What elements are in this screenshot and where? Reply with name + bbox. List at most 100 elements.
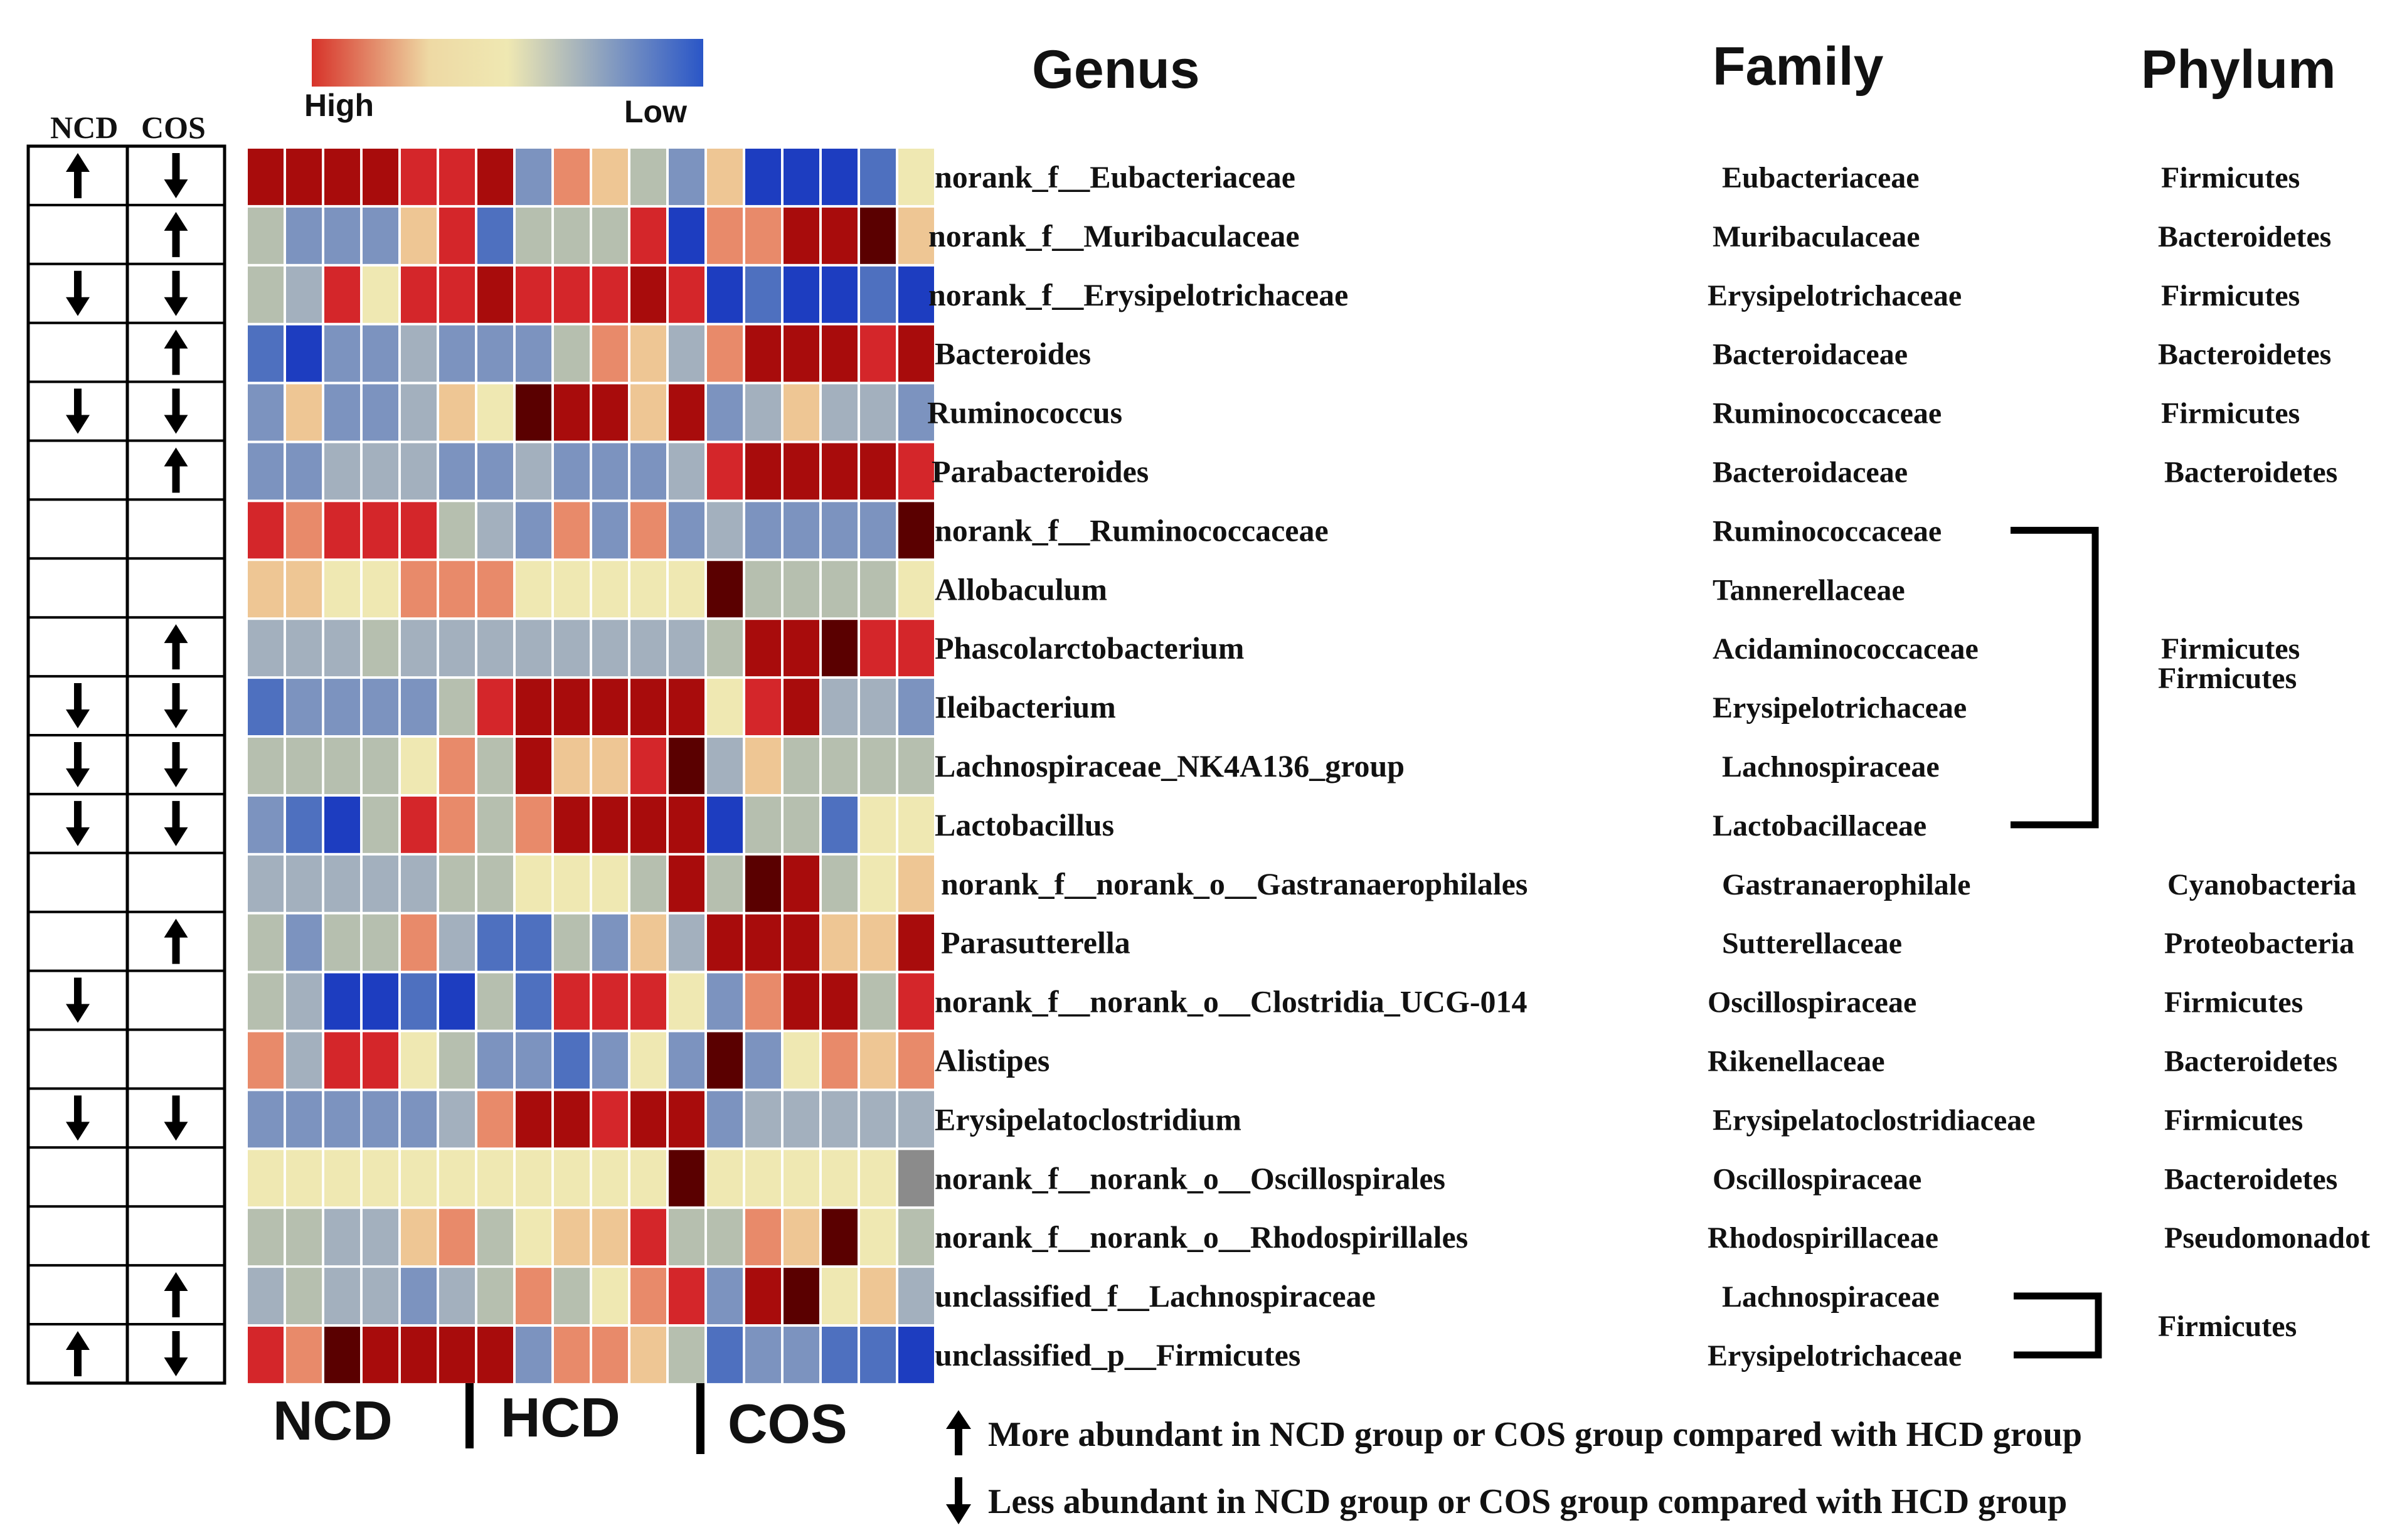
- heatmap-cell: [401, 443, 437, 500]
- heatmap-cell: [248, 384, 284, 441]
- heatmap-cell: [554, 502, 590, 559]
- heatmap-cell: [592, 738, 628, 794]
- up-arrow-icon: [164, 918, 188, 964]
- heatmap-cell: [784, 620, 819, 677]
- heatmap-cell: [669, 149, 704, 205]
- heatmap-cell: [248, 443, 284, 500]
- heatmap-cell: [669, 443, 704, 500]
- heatmap-cell: [592, 1327, 628, 1383]
- heatmap-cell: [707, 620, 743, 677]
- heatmap-cell: [516, 1150, 551, 1207]
- heatmap-cell: [822, 738, 858, 794]
- heatmap-cell: [784, 149, 819, 205]
- heatmap-cell: [630, 1091, 666, 1148]
- heatmap-cell: [401, 1091, 437, 1148]
- heatmap-cell: [286, 1209, 322, 1266]
- heatmap-cell: [401, 738, 437, 794]
- family-label: Muribaculaceae: [1713, 220, 1920, 253]
- heatmap-cell: [324, 266, 360, 323]
- heatmap-cell: [707, 207, 743, 264]
- heatmap-cell: [745, 502, 781, 559]
- heatmap-cell: [324, 679, 360, 735]
- heatmap-grid: [245, 146, 937, 1386]
- heatmap-cell: [248, 1091, 284, 1148]
- genus-label: Lactobacillus: [935, 807, 1114, 842]
- heatmap-cell: [324, 149, 360, 205]
- heatmap-cell: [477, 1327, 513, 1383]
- up-arrow-icon: [946, 1410, 971, 1455]
- phylum-label: Cyanobacteria: [2167, 868, 2356, 901]
- heatmap-cell: [554, 1032, 590, 1089]
- heatmap-cell: [363, 1209, 398, 1266]
- heatmap-cell: [822, 1150, 858, 1207]
- heatmap-cell: [439, 620, 475, 677]
- genus-label: Bacteroides: [935, 336, 1091, 371]
- heatmap-cell: [439, 1209, 475, 1266]
- heatmap-cell: [324, 1150, 360, 1207]
- heatmap-cell: [554, 207, 590, 264]
- heatmap-cell: [860, 1209, 896, 1266]
- heatmap-cell: [592, 325, 628, 382]
- heatmap-cell: [784, 914, 819, 971]
- phylum-label: Proteobacteria: [2164, 927, 2354, 960]
- heatmap-cell: [439, 266, 475, 323]
- heatmap-cell: [477, 914, 513, 971]
- heatmap-cell: [898, 1209, 934, 1266]
- heatmap-cell: [745, 1209, 781, 1266]
- heatmap-cell: [630, 443, 666, 500]
- up-arrow-icon: [164, 447, 188, 493]
- heatmap-cell: [630, 796, 666, 853]
- heatmap-cell: [784, 855, 819, 912]
- down-arrow-icon: [66, 1095, 90, 1141]
- heatmap-cell: [554, 443, 590, 500]
- heatmap-cell: [592, 620, 628, 677]
- genus-label: norank_f__norank_o__Clostridia_UCG-014: [935, 984, 1528, 1019]
- heatmap-cell: [822, 620, 858, 677]
- heatmap-cell: [745, 796, 781, 853]
- heatmap-cell: [898, 796, 934, 853]
- heatmap-cell: [860, 561, 896, 618]
- heatmap-cell: [363, 620, 398, 677]
- heatmap-cell: [439, 561, 475, 618]
- heatmap-cell: [286, 1091, 322, 1148]
- heatmap-cell: [401, 1150, 437, 1207]
- heatmap-cell: [822, 266, 858, 323]
- heatmap-cell: [477, 561, 513, 618]
- heatmap-cell: [248, 796, 284, 853]
- heatmap-cell: [898, 149, 934, 205]
- heatmap-cell: [592, 384, 628, 441]
- heatmap-cell: [592, 973, 628, 1030]
- genus-label: norank_f__Eubacteriaceae: [935, 159, 1295, 194]
- heatmap-cell: [324, 796, 360, 853]
- heatmap-cell: [630, 620, 666, 677]
- heatmap-cell: [784, 796, 819, 853]
- group-label-ncd: NCD: [273, 1389, 393, 1452]
- family-label: Erysipelatoclostridiaceae: [1713, 1103, 2036, 1137]
- heatmap-cell: [860, 1032, 896, 1089]
- heatmap-cell: [860, 502, 896, 559]
- down-arrow-icon: [946, 1477, 971, 1524]
- heatmap-cell: [286, 1032, 322, 1089]
- heatmap-cell: [745, 561, 781, 618]
- genus-label: norank_f__norank_o__Gastranaerophilales: [941, 866, 1528, 901]
- heatmap-cell: [898, 1091, 934, 1148]
- heatmap-cell: [516, 1327, 551, 1383]
- heatmap-cell: [286, 855, 322, 912]
- heatmap-cell: [516, 325, 551, 382]
- family-label: Bacteroidaceae: [1713, 455, 1908, 489]
- heatmap-cell: [592, 1268, 628, 1324]
- heatmap-cell: [860, 149, 896, 205]
- legend-less-abundant: Less abundant in NCD group or COS group …: [946, 1477, 2067, 1524]
- heatmap-cell: [324, 325, 360, 382]
- phylum-label: Firmicutes: [2164, 1103, 2303, 1137]
- heatmap-cell: [516, 266, 551, 323]
- phylum-label: Firmicutes: [2161, 632, 2300, 666]
- heatmap-cell: [669, 561, 704, 618]
- heatmap-cell: [248, 207, 284, 264]
- heatmap-cell: [401, 502, 437, 559]
- heatmap-cell: [630, 738, 666, 794]
- heatmap-cell: [477, 1150, 513, 1207]
- heatmap-cell: [554, 561, 590, 618]
- heatmap-cell: [898, 1268, 934, 1324]
- up-arrow-icon: [66, 1330, 90, 1376]
